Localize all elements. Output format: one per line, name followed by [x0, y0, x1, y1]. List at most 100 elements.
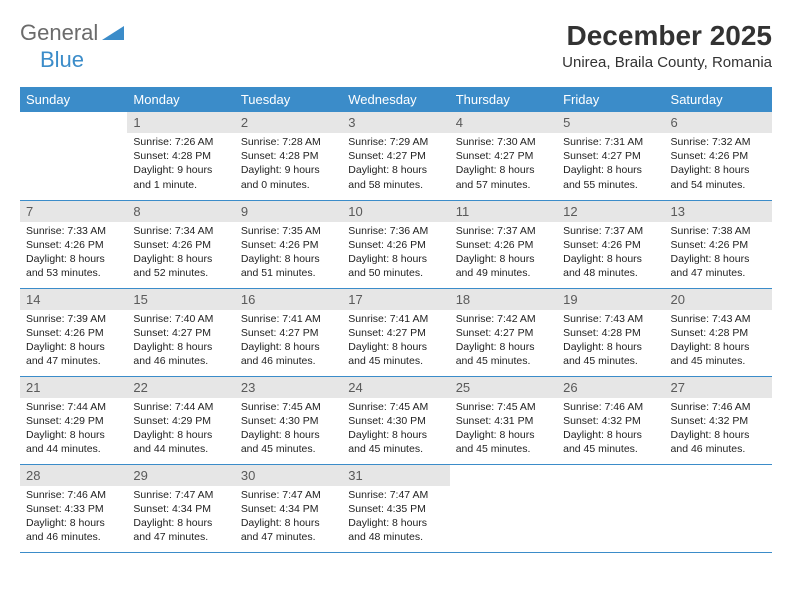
calendar-table: Sunday Monday Tuesday Wednesday Thursday…: [20, 87, 772, 553]
daylight-text: Daylight: 8 hours and 57 minutes.: [456, 163, 551, 191]
day-number: 4: [450, 112, 557, 133]
daylight-text: Daylight: 8 hours and 48 minutes.: [348, 516, 443, 544]
sunset-text: Sunset: 4:31 PM: [456, 414, 551, 428]
calendar-cell: 13Sunrise: 7:38 AMSunset: 4:26 PMDayligh…: [665, 200, 772, 288]
day-number: 3: [342, 112, 449, 133]
sunrise-text: Sunrise: 7:33 AM: [26, 224, 121, 238]
sunrise-text: Sunrise: 7:32 AM: [671, 135, 766, 149]
sunset-text: Sunset: 4:29 PM: [26, 414, 121, 428]
calendar-cell: 5Sunrise: 7:31 AMSunset: 4:27 PMDaylight…: [557, 112, 664, 200]
sunset-text: Sunset: 4:32 PM: [671, 414, 766, 428]
day-number: 2: [235, 112, 342, 133]
sunset-text: Sunset: 4:28 PM: [241, 149, 336, 163]
daylight-text: Daylight: 8 hours and 53 minutes.: [26, 252, 121, 280]
calendar-cell: [450, 464, 557, 552]
calendar-row: 14Sunrise: 7:39 AMSunset: 4:26 PMDayligh…: [20, 288, 772, 376]
day-number: [665, 465, 772, 485]
daylight-text: Daylight: 8 hours and 44 minutes.: [26, 428, 121, 456]
day-body: Sunrise: 7:44 AMSunset: 4:29 PMDaylight:…: [20, 398, 127, 463]
day-body: Sunrise: 7:38 AMSunset: 4:26 PMDaylight:…: [665, 222, 772, 287]
sunset-text: Sunset: 4:30 PM: [241, 414, 336, 428]
calendar-row: 28Sunrise: 7:46 AMSunset: 4:33 PMDayligh…: [20, 464, 772, 552]
calendar-cell: 14Sunrise: 7:39 AMSunset: 4:26 PMDayligh…: [20, 288, 127, 376]
sunrise-text: Sunrise: 7:30 AM: [456, 135, 551, 149]
sunrise-text: Sunrise: 7:44 AM: [133, 400, 228, 414]
sunrise-text: Sunrise: 7:43 AM: [563, 312, 658, 326]
weekday-header: Tuesday: [235, 87, 342, 112]
sunrise-text: Sunrise: 7:38 AM: [671, 224, 766, 238]
daylight-text: Daylight: 8 hours and 45 minutes.: [241, 428, 336, 456]
sunrise-text: Sunrise: 7:37 AM: [563, 224, 658, 238]
day-body: Sunrise: 7:42 AMSunset: 4:27 PMDaylight:…: [450, 310, 557, 375]
weekday-header: Wednesday: [342, 87, 449, 112]
sunset-text: Sunset: 4:34 PM: [241, 502, 336, 516]
daylight-text: Daylight: 8 hours and 55 minutes.: [563, 163, 658, 191]
day-body: Sunrise: 7:47 AMSunset: 4:34 PMDaylight:…: [235, 486, 342, 551]
sunrise-text: Sunrise: 7:42 AM: [456, 312, 551, 326]
sunset-text: Sunset: 4:29 PM: [133, 414, 228, 428]
sunrise-text: Sunrise: 7:47 AM: [348, 488, 443, 502]
weekday-header: Monday: [127, 87, 234, 112]
calendar-cell: 22Sunrise: 7:44 AMSunset: 4:29 PMDayligh…: [127, 376, 234, 464]
sunset-text: Sunset: 4:27 PM: [348, 326, 443, 340]
day-number: [20, 112, 127, 132]
calendar-cell: 25Sunrise: 7:45 AMSunset: 4:31 PMDayligh…: [450, 376, 557, 464]
calendar-cell: 21Sunrise: 7:44 AMSunset: 4:29 PMDayligh…: [20, 376, 127, 464]
day-body: Sunrise: 7:47 AMSunset: 4:35 PMDaylight:…: [342, 486, 449, 551]
sunrise-text: Sunrise: 7:43 AM: [671, 312, 766, 326]
sunset-text: Sunset: 4:28 PM: [671, 326, 766, 340]
day-body: Sunrise: 7:41 AMSunset: 4:27 PMDaylight:…: [235, 310, 342, 375]
calendar-cell: 11Sunrise: 7:37 AMSunset: 4:26 PMDayligh…: [450, 200, 557, 288]
sunrise-text: Sunrise: 7:45 AM: [456, 400, 551, 414]
day-body: Sunrise: 7:41 AMSunset: 4:27 PMDaylight:…: [342, 310, 449, 375]
calendar-row: 21Sunrise: 7:44 AMSunset: 4:29 PMDayligh…: [20, 376, 772, 464]
daylight-text: Daylight: 8 hours and 45 minutes.: [671, 340, 766, 368]
calendar-row: 7Sunrise: 7:33 AMSunset: 4:26 PMDaylight…: [20, 200, 772, 288]
sunset-text: Sunset: 4:26 PM: [671, 238, 766, 252]
day-number: 5: [557, 112, 664, 133]
day-number: 20: [665, 289, 772, 310]
day-body: [665, 485, 772, 493]
day-number: 6: [665, 112, 772, 133]
day-body: Sunrise: 7:28 AMSunset: 4:28 PMDaylight:…: [235, 133, 342, 198]
daylight-text: Daylight: 9 hours and 1 minute.: [133, 163, 228, 191]
daylight-text: Daylight: 9 hours and 0 minutes.: [241, 163, 336, 191]
daylight-text: Daylight: 8 hours and 45 minutes.: [563, 340, 658, 368]
day-number: 26: [557, 377, 664, 398]
sunrise-text: Sunrise: 7:28 AM: [241, 135, 336, 149]
calendar-cell: 27Sunrise: 7:46 AMSunset: 4:32 PMDayligh…: [665, 376, 772, 464]
calendar-cell: 6Sunrise: 7:32 AMSunset: 4:26 PMDaylight…: [665, 112, 772, 200]
day-body: Sunrise: 7:44 AMSunset: 4:29 PMDaylight:…: [127, 398, 234, 463]
sunset-text: Sunset: 4:26 PM: [563, 238, 658, 252]
weekday-header-row: Sunday Monday Tuesday Wednesday Thursday…: [20, 87, 772, 112]
day-body: Sunrise: 7:43 AMSunset: 4:28 PMDaylight:…: [557, 310, 664, 375]
daylight-text: Daylight: 8 hours and 45 minutes.: [563, 428, 658, 456]
day-body: [450, 485, 557, 493]
weekday-header: Thursday: [450, 87, 557, 112]
sunset-text: Sunset: 4:34 PM: [133, 502, 228, 516]
daylight-text: Daylight: 8 hours and 58 minutes.: [348, 163, 443, 191]
calendar-cell: 17Sunrise: 7:41 AMSunset: 4:27 PMDayligh…: [342, 288, 449, 376]
sunrise-text: Sunrise: 7:41 AM: [348, 312, 443, 326]
sunrise-text: Sunrise: 7:46 AM: [26, 488, 121, 502]
calendar-cell: [20, 112, 127, 200]
calendar-cell: 26Sunrise: 7:46 AMSunset: 4:32 PMDayligh…: [557, 376, 664, 464]
sunrise-text: Sunrise: 7:45 AM: [348, 400, 443, 414]
sunset-text: Sunset: 4:26 PM: [348, 238, 443, 252]
day-number: 10: [342, 201, 449, 222]
day-number: 11: [450, 201, 557, 222]
calendar-cell: 19Sunrise: 7:43 AMSunset: 4:28 PMDayligh…: [557, 288, 664, 376]
day-number: 27: [665, 377, 772, 398]
day-number: [557, 465, 664, 485]
logo-word1: General: [20, 20, 98, 46]
weekday-header: Friday: [557, 87, 664, 112]
sunset-text: Sunset: 4:27 PM: [456, 326, 551, 340]
calendar-cell: 4Sunrise: 7:30 AMSunset: 4:27 PMDaylight…: [450, 112, 557, 200]
daylight-text: Daylight: 8 hours and 54 minutes.: [671, 163, 766, 191]
sunrise-text: Sunrise: 7:41 AM: [241, 312, 336, 326]
day-number: 29: [127, 465, 234, 486]
sunrise-text: Sunrise: 7:36 AM: [348, 224, 443, 238]
day-body: Sunrise: 7:29 AMSunset: 4:27 PMDaylight:…: [342, 133, 449, 198]
sunrise-text: Sunrise: 7:44 AM: [26, 400, 121, 414]
daylight-text: Daylight: 8 hours and 47 minutes.: [26, 340, 121, 368]
